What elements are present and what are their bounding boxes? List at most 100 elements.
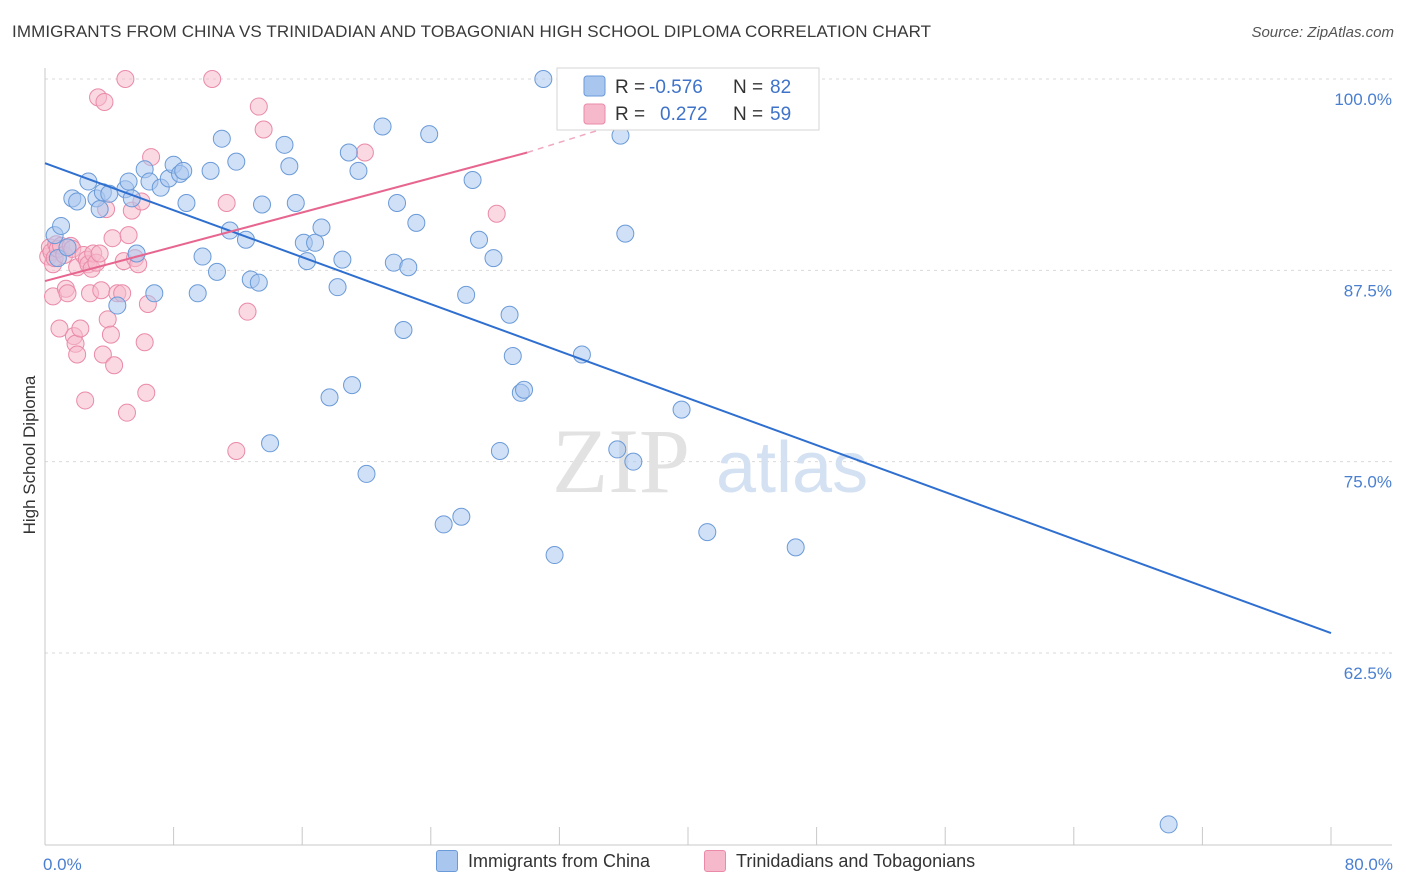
point-trinidadians <box>217 193 236 212</box>
legend-n-label-china: N = <box>733 77 763 98</box>
point-china <box>227 152 246 171</box>
point-china <box>261 434 280 453</box>
point-china <box>388 193 407 212</box>
point-china <box>306 233 325 252</box>
point-china <box>212 129 231 148</box>
point-china <box>503 347 522 366</box>
point-china <box>407 213 426 232</box>
x-tick-labels: 0.0% 80.0% <box>43 855 1393 874</box>
point-china <box>119 172 138 191</box>
point-china <box>457 285 476 304</box>
source-credit: Source: ZipAtlas.com <box>1251 24 1394 41</box>
point-trinidadians <box>238 302 257 321</box>
y-tick-label: 100.0% <box>1334 90 1392 109</box>
legend-n-label-trinidadians: N = <box>733 104 763 125</box>
point-china <box>208 262 227 281</box>
trend-line-trinidadians <box>44 151 528 283</box>
grid-lines <box>45 78 1392 654</box>
point-china <box>786 538 805 557</box>
point-china <box>68 192 87 211</box>
point-trinidadians <box>92 281 111 300</box>
point-china <box>280 157 299 176</box>
point-china <box>394 321 413 340</box>
point-trinidadians <box>117 403 136 422</box>
point-trinidadians <box>116 70 135 88</box>
point-trinidadians <box>487 204 506 223</box>
watermark-zip: ZIP <box>552 410 690 512</box>
point-trinidadians <box>101 325 120 344</box>
legend-n-value-trinidadians: 59 <box>770 104 791 125</box>
legend-r-label-trinidadians: R = <box>615 104 645 125</box>
point-china <box>470 230 489 249</box>
point-china <box>608 440 627 459</box>
point-china <box>434 515 453 534</box>
point-china <box>52 216 71 235</box>
legend-swatch-china <box>583 75 606 97</box>
legend-label-china: Immigrants from China <box>468 850 651 871</box>
point-china <box>463 171 482 190</box>
point-china <box>373 117 392 136</box>
legend-item-china: Immigrants from China <box>436 850 650 872</box>
point-china <box>624 452 643 471</box>
point-trinidadians <box>249 97 268 116</box>
point-china <box>320 388 339 407</box>
legend-r-value-trinidadians: 0.272 <box>660 104 708 125</box>
point-trinidadians <box>105 356 124 375</box>
point-china <box>333 250 352 269</box>
legend-swatch-trinidadians <box>583 103 606 125</box>
point-trinidadians <box>135 333 154 352</box>
y-axis-label: High School Diploma <box>20 375 39 534</box>
point-china <box>500 305 519 324</box>
point-china <box>90 200 109 219</box>
point-china <box>193 247 212 266</box>
point-china <box>174 161 193 180</box>
x-tick-label-max: 80.0% <box>1345 855 1393 874</box>
point-trinidadians <box>103 229 122 248</box>
trend-lines <box>44 116 1332 635</box>
watermark-atlas: atlas <box>716 428 868 508</box>
legend-item-trinidadians: Trinidadians and Tobagonians <box>704 850 975 872</box>
point-china <box>201 161 220 180</box>
point-china <box>545 546 564 565</box>
point-china <box>343 376 362 395</box>
legend-label-trinidadians: Trinidadians and Tobagonians <box>736 850 976 871</box>
point-trinidadians <box>68 345 87 364</box>
point-china <box>253 195 272 214</box>
point-china <box>127 244 146 263</box>
point-china <box>484 249 503 268</box>
y-tick-label: 62.5% <box>1344 664 1392 683</box>
legend-n-value-china: 82 <box>770 77 791 98</box>
point-china <box>328 278 347 297</box>
point-trinidadians <box>71 319 90 338</box>
point-china <box>312 218 331 237</box>
y-tick-label: 75.0% <box>1344 473 1392 492</box>
point-china <box>399 258 418 277</box>
point-china <box>572 345 591 364</box>
point-trinidadians <box>355 143 374 162</box>
point-trinidadians <box>93 345 112 364</box>
trend-line-china <box>44 162 1332 635</box>
point-trinidadians <box>254 120 273 139</box>
point-china <box>534 70 553 88</box>
point-china <box>108 296 127 315</box>
legend-r-label-china: R = <box>615 77 645 98</box>
y-tick-label: 87.5% <box>1344 281 1392 300</box>
point-trinidadians <box>203 70 222 88</box>
y-tick-labels: 62.5% 75.0% 87.5% 100.0% <box>1334 90 1392 683</box>
bottom-legend: Immigrants from China Trinidadians and T… <box>0 850 1406 880</box>
point-china <box>357 464 376 483</box>
series-china-points <box>45 70 1178 834</box>
legend-box: R = -0.576 N = 82 R = 0.272 N = 59 <box>556 67 820 131</box>
point-china <box>145 284 164 303</box>
point-china <box>452 507 471 526</box>
point-china <box>490 441 509 460</box>
point-trinidadians <box>137 383 156 402</box>
point-china <box>1159 815 1178 834</box>
point-china <box>188 284 207 303</box>
point-china <box>698 523 717 542</box>
point-china <box>616 224 635 243</box>
point-china <box>286 193 305 212</box>
point-china <box>349 161 368 180</box>
axes <box>44 68 1392 846</box>
watermark: ZIP atlas <box>552 410 868 512</box>
